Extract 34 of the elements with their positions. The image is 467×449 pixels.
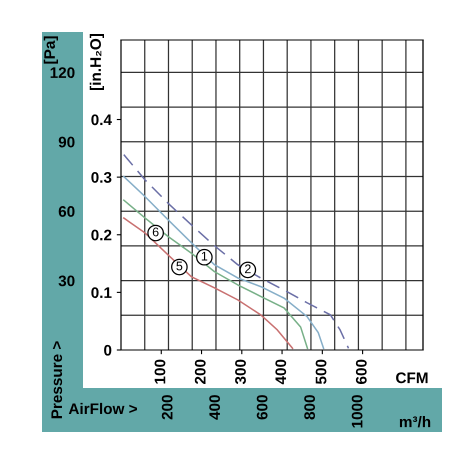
x-tick-label: 600 [356, 360, 367, 384]
x-tick-label: 500 [316, 360, 326, 384]
y2-tick-label: 60 [58, 206, 75, 217]
y2-axis-title: [Pa] [44, 36, 58, 64]
line-series [123, 217, 294, 350]
line-series [123, 176, 324, 350]
y-tick-label: 0.1 [91, 287, 112, 298]
text: Pressure > [51, 341, 62, 418]
annotation: 5 [176, 262, 182, 270]
x2-tick-label: 1000 [352, 395, 363, 428]
y2-tick-label: 120 [50, 67, 75, 78]
annotation: 1 [202, 252, 208, 260]
y-tick-label: 0 [104, 344, 112, 356]
y2-tick-label: 30 [58, 275, 75, 286]
x-tick-label: 300 [235, 360, 246, 384]
x2-axis-title: m³/h [400, 416, 430, 428]
x2-tick-label: 200 [162, 395, 173, 420]
y-tick-label: 0.2 [91, 230, 112, 240]
x-tick-label: 400 [275, 360, 286, 384]
line-series [123, 154, 350, 350]
x2-tick-label: 400 [209, 395, 220, 420]
text: AirFlow > [68, 402, 137, 414]
y-axis-title: [in.H₂O] [90, 34, 104, 90]
y2-tick-label: 90 [58, 136, 75, 148]
y-tick-label: 0.4 [91, 114, 112, 126]
x-tick-label: 100 [154, 360, 166, 384]
line-series [123, 199, 308, 350]
x-tick-label: 200 [194, 360, 206, 384]
annotation: 6 [152, 228, 159, 236]
annotation: 2 [244, 264, 251, 274]
x-axis-title: CFM [396, 372, 428, 384]
x2-tick-label: 600 [256, 395, 268, 420]
x2-tick-label: 800 [304, 395, 316, 420]
y-tick-label: 0.3 [91, 172, 112, 183]
